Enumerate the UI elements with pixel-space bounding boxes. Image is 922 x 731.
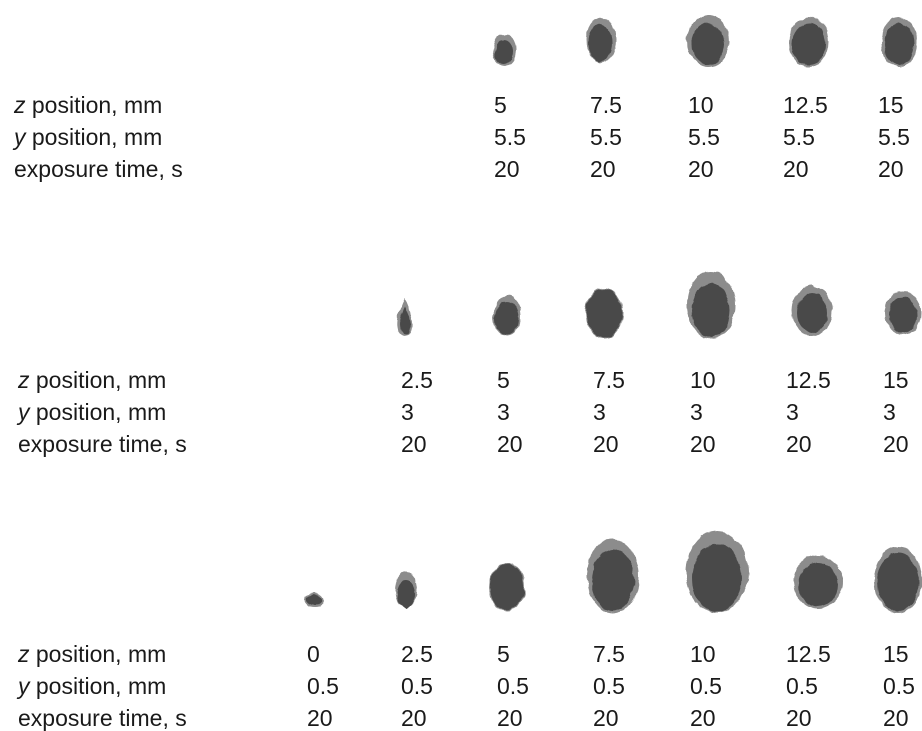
row2-spot xyxy=(397,298,413,336)
row3-z-value: 15 xyxy=(883,641,909,667)
row3-exposure-value: 20 xyxy=(401,705,427,731)
row3-y-value: 0.5 xyxy=(690,673,722,699)
row2-z-value: 12.5 xyxy=(786,367,831,393)
row1-exposure-value: 20 xyxy=(783,156,809,182)
row3-exposure-value: 20 xyxy=(883,705,909,731)
row1-z-value: 10 xyxy=(688,92,714,118)
row2-spot xyxy=(885,291,921,335)
row3-z-value: 10 xyxy=(690,641,716,667)
row3-exposure-label: exposure time, s xyxy=(18,705,187,731)
row1-spot xyxy=(493,34,517,66)
row3-spot xyxy=(686,531,748,613)
row3-spot xyxy=(793,555,843,609)
row3-y-value: 0.5 xyxy=(786,673,818,699)
row2-spot xyxy=(792,286,832,336)
row2-spot xyxy=(493,296,521,336)
row2-y-value: 3 xyxy=(497,399,510,425)
row3-z-value: 5 xyxy=(497,641,510,667)
row1-exposure-value: 20 xyxy=(590,156,616,182)
row1-exposure-value: 20 xyxy=(878,156,904,182)
row3-spot xyxy=(874,547,922,613)
row2-y-value: 3 xyxy=(883,399,896,425)
row3-exposure-value: 20 xyxy=(786,705,812,731)
row3-y-value: 0.5 xyxy=(307,673,339,699)
row1-z-value: 12.5 xyxy=(783,92,828,118)
row3-spot xyxy=(587,539,639,613)
row2-z-value: 15 xyxy=(883,367,909,393)
row3-y-value: 0.5 xyxy=(401,673,433,699)
row3-z-value: 0 xyxy=(307,641,320,667)
row1-exposure-value: 20 xyxy=(494,156,520,182)
row2-y-label: y position, mm xyxy=(18,399,167,425)
row2-z-value: 7.5 xyxy=(593,367,625,393)
row1-spot xyxy=(789,17,829,67)
row2-exposure-value: 20 xyxy=(401,431,427,457)
row2-exposure-label: exposure time, s xyxy=(18,431,187,457)
row3-exposure-value: 20 xyxy=(307,705,333,731)
row3-spot xyxy=(489,563,525,611)
row3-y-value: 0.5 xyxy=(593,673,625,699)
row3-exposure-value: 20 xyxy=(690,705,716,731)
row1-exposure-label: exposure time, s xyxy=(14,156,183,182)
row1-spot xyxy=(687,15,729,67)
row1-spot xyxy=(586,17,616,63)
row2-spot xyxy=(687,271,735,339)
row3-z-value: 7.5 xyxy=(593,641,625,667)
row2-z-value: 10 xyxy=(690,367,716,393)
row2-y-value: 3 xyxy=(690,399,703,425)
row1-z-value: 15 xyxy=(878,92,904,118)
row2-exposure-value: 20 xyxy=(786,431,812,457)
row2-y-value: 3 xyxy=(401,399,414,425)
row2-z-label: z position, mm xyxy=(18,367,167,393)
row1-z-value: 5 xyxy=(494,92,507,118)
row3-exposure-value: 20 xyxy=(593,705,619,731)
row3-spot xyxy=(395,572,417,608)
row3-z-value: 12.5 xyxy=(786,641,831,667)
row2-spot xyxy=(585,288,623,338)
row2-z-value: 2.5 xyxy=(401,367,433,393)
row3-z-label: z position, mm xyxy=(18,641,167,667)
row3-y-label: y position, mm xyxy=(18,673,167,699)
row1-y-value: 5.5 xyxy=(688,124,720,150)
row2-exposure-value: 20 xyxy=(690,431,716,457)
row3-y-value: 0.5 xyxy=(497,673,529,699)
row1-z-label: z position, mm xyxy=(14,92,163,118)
row2-exposure-value: 20 xyxy=(593,431,619,457)
row1-y-value: 5.5 xyxy=(590,124,622,150)
row3-exposure-value: 20 xyxy=(497,705,523,731)
row3-z-value: 2.5 xyxy=(401,641,433,667)
row3-y-value: 0.5 xyxy=(883,673,915,699)
row3-spot xyxy=(304,593,324,607)
row1-y-label: y position, mm xyxy=(14,124,163,150)
row2-y-value: 3 xyxy=(593,399,606,425)
row1-exposure-value: 20 xyxy=(688,156,714,182)
row2-z-value: 5 xyxy=(497,367,510,393)
row2-y-value: 3 xyxy=(786,399,799,425)
row1-y-value: 5.5 xyxy=(878,124,910,150)
row1-y-value: 5.5 xyxy=(783,124,815,150)
row1-spot xyxy=(881,17,917,67)
row1-z-value: 7.5 xyxy=(590,92,622,118)
row1-y-value: 5.5 xyxy=(494,124,526,150)
row2-exposure-value: 20 xyxy=(883,431,909,457)
row2-exposure-value: 20 xyxy=(497,431,523,457)
